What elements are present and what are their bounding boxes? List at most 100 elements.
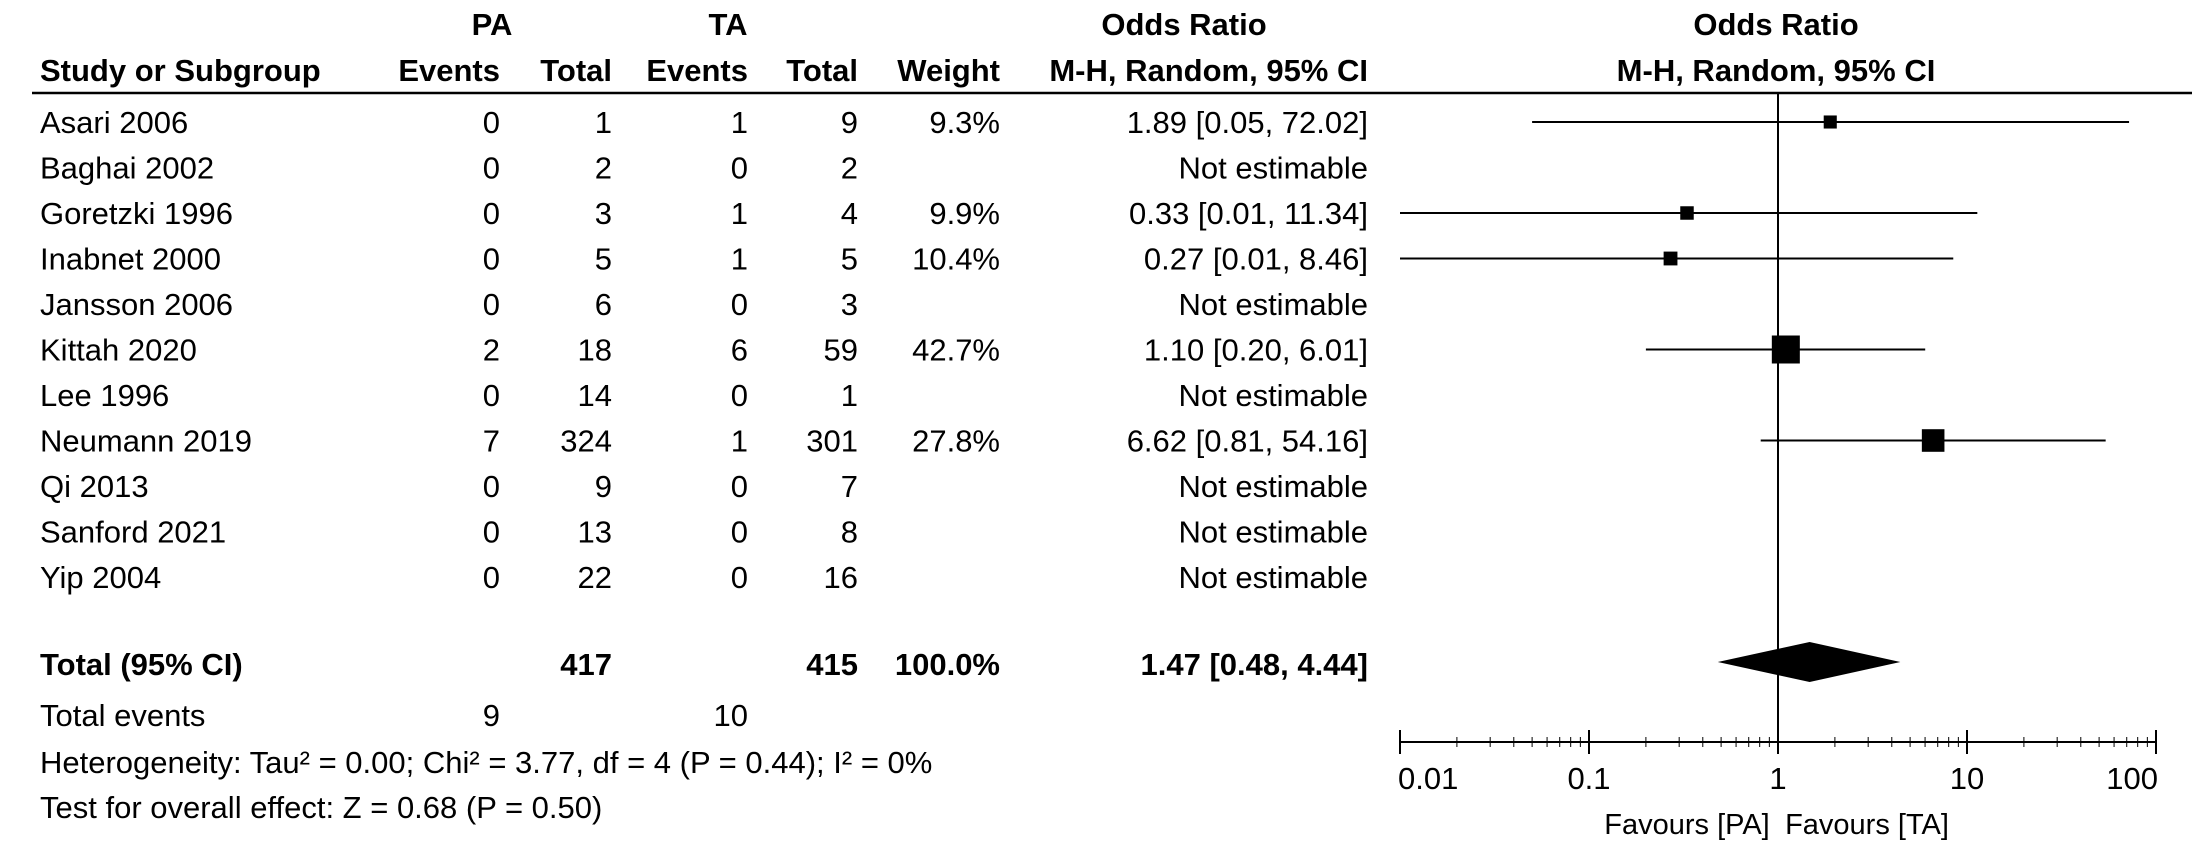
weight: 9.9% [929,196,1000,231]
events-ta: 0 [731,469,748,504]
ci-text: 0.27 [0.01, 8.46] [1144,242,1368,277]
ci-text: Not estimable [1178,469,1368,504]
study-name: Jansson 2006 [40,287,233,322]
study-name: Asari 2006 [40,105,188,140]
total-ta: 59 [824,333,858,368]
total-ta: 4 [841,196,858,231]
events-pa: 0 [483,515,500,550]
tick-label: 100 [2106,761,2158,796]
ci-text: Not estimable [1178,287,1368,322]
ci-text: 0.33 [0.01, 11.34] [1129,196,1368,231]
study-row-neumann-2019: Neumann 2019 7 324 1 301 27.8% 6.62 [0.81, 54.… [40,424,1368,459]
plot-title: Odds Ratio [1693,7,1858,42]
events-ta: 0 [731,151,748,186]
weight: 27.8% [912,424,1000,459]
study-row-goretzki-1996: Goretzki 1996 0 3 1 4 9.9% 0.33 [0.01, 11.34] [40,196,1368,231]
study-name: Yip 2004 [40,560,161,595]
study-name: Inabnet 2000 [40,242,221,277]
study-row-qi-2013: Qi 2013 0 9 0 7 Not estimable [40,469,1368,504]
events-pa: 2 [483,333,500,368]
pooled-diamond [1717,642,1901,682]
tick-label: 1 [1769,761,1786,796]
events-pa: 0 [483,287,500,322]
events-pa: 0 [483,560,500,595]
total-ta: 9 [841,105,858,140]
or-column-title: Odds Ratio [1101,7,1266,42]
events-pa: 7 [483,424,500,459]
weight-header: Weight [897,53,1000,88]
events-ta: 0 [731,515,748,550]
tick-label: 0.1 [1567,761,1610,796]
ci-text: Not estimable [1178,515,1368,550]
favours-left-label: Favours [PA] [1604,809,1769,841]
ci-text: Not estimable [1178,560,1368,595]
events-ta: 0 [731,287,748,322]
or-method-header: M-H, Random, 95% CI [1049,53,1368,88]
total-n2: 415 [806,647,858,682]
weight: 42.7% [912,333,1000,368]
events-ta: 0 [731,560,748,595]
ci-text: 1.89 [0.05, 72.02] [1127,105,1368,140]
total-ta: 2 [841,151,858,186]
events-pa: 0 [483,469,500,504]
study-row-yip-2004: Yip 2004 0 22 0 16 Not estimable [40,560,1368,595]
ci-text: 6.62 [0.81, 54.16] [1127,424,1368,459]
study-name: Qi 2013 [40,469,149,504]
events-ta: 0 [731,378,748,413]
events-pa: 0 [483,151,500,186]
study-row-lee-1996: Lee 1996 0 14 0 1 Not estimable [40,378,1368,413]
total-pa: 22 [578,560,612,595]
total-ta: 16 [824,560,858,595]
total2-header: Total [786,53,858,88]
ci-text: 1.10 [0.20, 6.01] [1144,333,1368,368]
group2-header: TA [708,7,747,42]
total-pa: 324 [560,424,612,459]
total-label: Total (95% CI) [40,647,243,682]
study-name: Neumann 2019 [40,424,252,459]
tick-label: 0.01 [1398,761,1458,796]
overall-effect-text: Test for overall effect: Z = 0.68 (P = 0… [40,790,602,825]
effect-square-kittah-2020 [1771,335,1800,364]
total-events-pa: 9 [483,698,500,733]
events-ta: 1 [731,242,748,277]
study-name: Kittah 2020 [40,333,197,368]
study-name: Baghai 2002 [40,151,214,186]
total-ta: 3 [841,287,858,322]
total-n1: 417 [560,647,612,682]
group1-header: PA [472,7,513,42]
events-ta: 1 [731,105,748,140]
study-row-inabnet-2000: Inabnet 2000 0 5 1 5 10.4% 0.27 [0.01, 8.46] [40,242,1368,277]
plot-method-header: M-H, Random, 95% CI [1617,53,1936,88]
events-pa: 0 [483,105,500,140]
total-weight: 100.0% [895,647,1000,682]
effect-square-neumann-2019 [1921,429,1945,452]
total-ta: 7 [841,469,858,504]
effect-square-goretzki-1996 [1680,206,1694,220]
study-row-asari-2006: Asari 2006 0 1 1 9 9.3% 1.89 [0.05, 72.02] [40,105,1368,140]
events-ta: 1 [731,196,748,231]
weight: 10.4% [912,242,1000,277]
total-pa: 18 [578,333,612,368]
tick-label: 10 [1950,761,1984,796]
events-ta: 1 [731,424,748,459]
total-pa: 3 [595,196,612,231]
study-name: Sanford 2021 [40,515,226,550]
total1-header: Total [540,53,612,88]
study-row-sanford-2021: Sanford 2021 0 13 0 8 Not estimable [40,515,1368,550]
events1-header: Events [398,53,500,88]
total-pa: 2 [595,151,612,186]
study-column-header: Study or Subgroup [40,53,321,88]
study-name: Lee 1996 [40,378,169,413]
total-pa: 13 [578,515,612,550]
events-pa: 0 [483,242,500,277]
favours-right-label: Favours [TA] [1785,809,1949,841]
total-ta: 5 [841,242,858,277]
total-events-ta: 10 [714,698,748,733]
total-pa: 9 [595,469,612,504]
events2-header: Events [646,53,748,88]
total-pa: 1 [595,105,612,140]
study-name: Goretzki 1996 [40,196,233,231]
heterogeneity-text: Heterogeneity: Tau² = 0.00; Chi² = 3.77,… [40,745,932,780]
total-events-label: Total events [40,698,205,733]
